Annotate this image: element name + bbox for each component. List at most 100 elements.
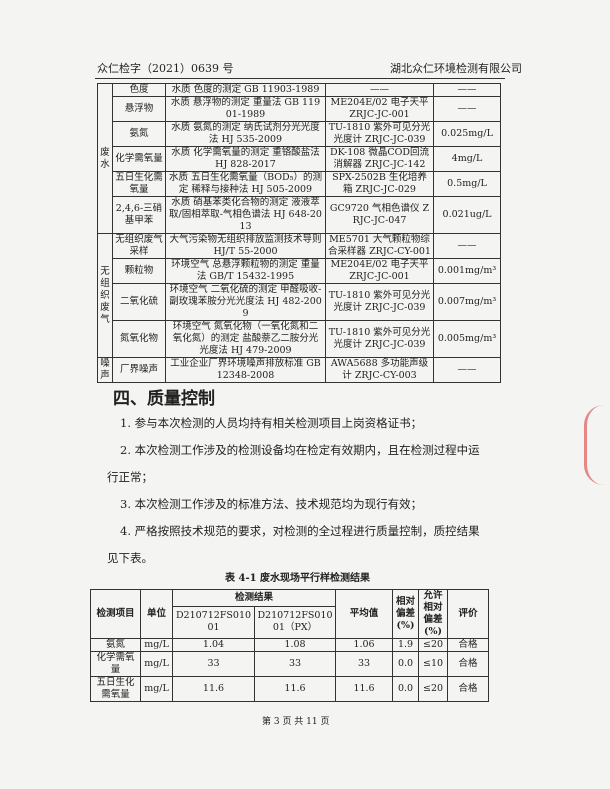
cell-s2: 11.6 — [253, 676, 337, 702]
cell-s1: 11.6 — [172, 676, 255, 702]
col-eval: 评价 — [447, 589, 490, 639]
group-label: 废水 — [97, 83, 113, 234]
col-sample2: D210712FS01001（PX） — [253, 605, 337, 640]
table-row: 废水 色度 水质 色度的测定 GB 11903-1989 —— —— — [97, 83, 501, 234]
col-avg: 平均值 — [335, 589, 394, 639]
cell-item: 五日生化需氧量 — [112, 171, 166, 197]
cell-method: 水质 化学需氧量的测定 重铬酸盐法 HJ 828-2017 — [165, 146, 326, 172]
cell-s1: 1.04 — [172, 638, 255, 652]
cell-item: 颗粒物 — [112, 258, 166, 284]
cell-instrument: TU-1810 紫外可见分光光度计 ZRJC-JC-039 — [325, 121, 434, 147]
cell-unit: mg/L — [140, 638, 173, 652]
qc-table: 检测项目 单位 检测结果 平均值 相对偏差(%) 允许相对偏差(%) 评价 D2… — [90, 589, 490, 702]
cell-limit: 0.5mg/L — [433, 171, 501, 197]
table-caption: 表 4-1 废水现场平行样检测结果 — [225, 573, 371, 584]
paragraph: 2. 本次检测工作涉及的检测设备均在检定有效期内，且在检测过程中运 — [120, 443, 480, 457]
cell-eval: 合格 — [447, 651, 490, 677]
document-body: 废水 色度 水质 色度的测定 GB 11903-1989 —— —— 悬浮物 水质 悬浮物的… — [90, 83, 507, 728]
table-row: 化学需氧量 mg/L 33 33 33 0.0 ≤10 合格 — [90, 651, 490, 677]
company-name: 湖北众仁环境检测有限公司 — [390, 62, 522, 75]
cell-item: 色度 — [112, 83, 166, 97]
cell-item: 2,4,6-三硝基甲苯 — [112, 196, 166, 234]
cell-avg: 1.06 — [335, 638, 394, 652]
red-stamp — [584, 405, 610, 485]
report-number: 众仁检字（2021）0639 号 — [97, 62, 234, 75]
paragraph: 行正常； — [107, 470, 153, 484]
cell-limit: 0.005mg/m³ — [433, 320, 501, 358]
table-row: 悬浮物 水质 悬浮物的测定 重量法 GB 11901-1989 ME204E/02 … — [98, 96, 501, 122]
table-row: 无组织废气 无组织废气采样 大气污染物无组织排放监测技术导则 HJ/T 55-200… — [97, 233, 501, 358]
cell-limit: —— — [433, 96, 501, 122]
cell-instrument: AWA5688 多功能声级计 ZRJC-CY-003 — [325, 357, 434, 383]
table-row: 颗粒物 环境空气 总悬浮颗粒物的测定 重量法 GB/T 15432-1995 ME2… — [98, 258, 501, 284]
cell-item: 厂界噪声 — [112, 357, 166, 383]
cell-limit: 0.007mg/m³ — [433, 283, 501, 321]
col-unit: 单位 — [140, 589, 173, 639]
cell-eval: 合格 — [447, 676, 490, 702]
cell-method: 环境空气 氮氧化物（一氧化氮和二氧化氮）的测定 盐酸萘乙二胺分光光度法 HJ 4… — [165, 320, 326, 358]
cell-s1: 33 — [172, 651, 255, 677]
cell-s2: 33 — [253, 651, 337, 677]
cell-limit: 4mg/L — [433, 146, 501, 172]
paragraph: 3. 本次检测工作涉及的标准方法、技术规范均为现行有效； — [120, 497, 423, 511]
method-table: 废水 色度 水质 色度的测定 GB 11903-1989 —— —— 悬浮物 水质 悬浮物的… — [97, 83, 501, 383]
cell-eval: 合格 — [447, 638, 490, 652]
cell-allow: ≤20 — [418, 638, 449, 652]
table-row: 氮氧化物 环境空气 氮氧化物（一氧化氮和二氧化氮）的测定 盐酸萘乙二胺分光光度法 … — [98, 320, 501, 358]
col-results: 检测结果 — [171, 589, 337, 607]
cell-rel: 0.0 — [392, 651, 420, 677]
cell-instrument: SPX-2502B 生化培养箱 ZRJC-JC-029 — [325, 171, 434, 197]
cell-method: 水质 五日生化需氧量（BOD₅）的测定 稀释与接种法 HJ 505-2009 — [165, 171, 326, 197]
cell-instrument: ME204E/02 电子天平 ZRJC-JC-001 — [325, 96, 434, 122]
col-rel: 相对偏差(%) — [392, 589, 420, 639]
cell-s2: 1.08 — [253, 638, 337, 652]
cell-instrument: TU-1810 紫外可见分光光度计 ZRJC-JC-039 — [325, 320, 434, 358]
cell-allow: ≤10 — [418, 651, 449, 677]
cell-method: 水质 色度的测定 GB 11903-1989 — [165, 83, 326, 97]
table-row: 五日生化需氧量 水质 五日生化需氧量（BOD₅）的测定 稀释与接种法 HJ 505… — [98, 171, 501, 197]
cell-instrument: GC9720 气相色谱仪 ZRJC-JC-047 — [325, 196, 434, 234]
cell-item: 五日生化需氧量 — [90, 676, 141, 702]
cell-instrument: —— — [325, 83, 434, 97]
group-label: 无组织废气 — [97, 233, 113, 358]
cell-method: 环境空气 二氧化硫的测定 甲醛吸收-副玫瑰苯胺分光光度法 HJ 482-2009 — [165, 283, 326, 321]
cell-item: 氨氮 — [90, 638, 141, 652]
cell-item: 化学需氧量 — [112, 146, 166, 172]
table-row: 氨氮 mg/L 1.04 1.08 1.06 1.9 ≤20 合格 — [90, 638, 490, 652]
cell-item: 氨氮 — [112, 121, 166, 147]
cell-method: 水质 悬浮物的测定 重量法 GB 11901-1989 — [165, 96, 326, 122]
table-row: 五日生化需氧量 mg/L 11.6 11.6 11.6 0.0 ≤20 合格 — [90, 676, 490, 702]
cell-unit: mg/L — [140, 676, 173, 702]
cell-method: 环境空气 总悬浮颗粒物的测定 重量法 GB/T 15432-1995 — [165, 258, 326, 284]
table-row: 氨氮 水质 氨氮的测定 纳氏试剂分光光度法 HJ 535-2009 TU-1810 … — [98, 121, 501, 147]
header-rule — [95, 78, 505, 79]
cell-item: 氮氧化物 — [112, 320, 166, 358]
col-allow: 允许相对偏差(%) — [418, 589, 449, 639]
cell-limit: 0.001mg/m³ — [433, 258, 501, 284]
col-sample1: D210712FS01001 — [172, 605, 255, 640]
cell-instrument: ME204E/02 电子天平 ZRJC-JC-001 — [325, 258, 434, 284]
page-footer: 第 3 页 共 11 页 — [262, 717, 330, 727]
cell-limit: 0.021ug/L — [433, 196, 501, 234]
cell-limit: —— — [433, 83, 501, 97]
cell-limit: —— — [433, 357, 501, 383]
paragraph: 见下表。 — [107, 551, 153, 565]
cell-item: 悬浮物 — [112, 96, 166, 122]
cell-instrument: ME5701 大气颗粒物综合采样器 ZRJC-CY-001 — [325, 233, 434, 259]
cell-allow: ≤20 — [418, 676, 449, 702]
cell-item: 化学需氧量 — [90, 651, 141, 677]
cell-rel: 1.9 — [392, 638, 420, 652]
group-label: 噪声 — [97, 357, 113, 383]
cell-unit: mg/L — [140, 651, 173, 677]
col-item: 检测项目 — [90, 589, 141, 639]
table-row: 2,4,6-三硝基甲苯 水质 硝基苯类化合物的测定 液液萃取/固相萃取-气相色谱法… — [98, 196, 501, 234]
table-row: 噪声 厂界噪声 工业企业厂界环境噪声排放标准 GB 12348-2008 AWA568… — [97, 357, 501, 383]
paragraph: 4. 严格按照技术规范的要求，对检测的全过程进行质量控制，质控结果 — [120, 524, 480, 538]
cell-instrument: TU-1810 紫外可见分光光度计 ZRJC-JC-039 — [325, 283, 434, 321]
cell-item: 二氧化硫 — [112, 283, 166, 321]
cell-method: 工业企业厂界环境噪声排放标准 GB 12348-2008 — [165, 357, 326, 383]
cell-method: 水质 硝基苯类化合物的测定 液液萃取/固相萃取-气相色谱法 HJ 648-201… — [165, 196, 326, 234]
cell-rel: 0.0 — [392, 676, 420, 702]
section-title: 四、质量控制 — [113, 389, 215, 409]
